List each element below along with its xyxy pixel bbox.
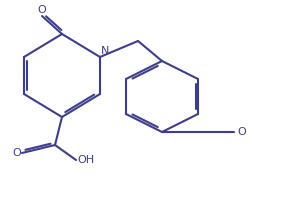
Text: O: O (12, 148, 21, 158)
Text: O: O (38, 5, 46, 15)
Text: O: O (237, 127, 246, 137)
Text: OH: OH (77, 155, 94, 165)
Text: N: N (101, 46, 109, 56)
